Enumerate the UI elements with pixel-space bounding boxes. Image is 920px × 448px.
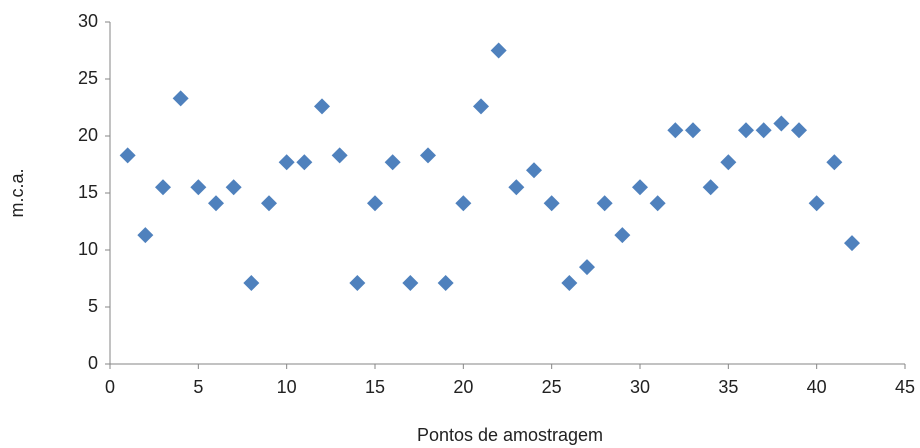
point	[473, 98, 489, 115]
point	[331, 147, 348, 164]
point	[543, 195, 560, 212]
point	[791, 122, 807, 139]
point	[508, 179, 525, 196]
y-axis-title: m.c.a.	[7, 168, 27, 217]
y-tick-label: 15	[78, 182, 98, 202]
point	[561, 275, 578, 292]
point	[172, 90, 189, 107]
point	[808, 195, 825, 212]
point	[437, 275, 454, 292]
point	[685, 122, 701, 139]
point	[349, 275, 366, 292]
point	[755, 122, 772, 139]
point	[225, 179, 242, 196]
point	[261, 195, 277, 212]
y-tick-label: 5	[88, 296, 98, 316]
x-tick-label: 5	[193, 377, 203, 397]
x-tick-label: 45	[895, 377, 915, 397]
x-axis-title: Pontos de amostragem	[417, 425, 603, 445]
point	[526, 162, 542, 179]
point	[702, 179, 719, 196]
point	[596, 195, 613, 212]
point	[579, 259, 595, 276]
x-tick-label: 40	[807, 377, 827, 397]
point	[649, 195, 666, 212]
point	[137, 227, 154, 244]
point	[614, 227, 631, 244]
x-tick-label: 30	[630, 377, 650, 397]
point	[773, 115, 790, 132]
point	[844, 235, 860, 252]
point	[314, 98, 330, 115]
point	[367, 195, 383, 212]
point	[243, 275, 260, 292]
point	[490, 42, 507, 59]
point	[420, 147, 436, 164]
point	[190, 179, 207, 196]
y-tick-label: 25	[78, 68, 98, 88]
point	[402, 275, 419, 292]
point	[826, 154, 843, 171]
point	[738, 122, 754, 139]
point	[384, 154, 401, 171]
y-tick-label: 10	[78, 239, 98, 259]
x-tick-label: 15	[365, 377, 385, 397]
x-tick-label: 10	[277, 377, 297, 397]
x-tick-label: 25	[542, 377, 562, 397]
x-tick-label: 0	[105, 377, 115, 397]
point	[455, 195, 472, 212]
point	[667, 122, 684, 139]
y-tick-label: 20	[78, 125, 98, 145]
point	[155, 179, 171, 196]
y-tick-label: 0	[88, 353, 98, 373]
point	[278, 154, 295, 171]
point	[208, 195, 224, 212]
x-tick-label: 20	[453, 377, 473, 397]
point	[296, 154, 313, 171]
x-tick-label: 35	[718, 377, 738, 397]
point	[632, 179, 648, 196]
point	[720, 154, 737, 171]
y-tick-label: 30	[78, 11, 98, 31]
point	[119, 147, 136, 164]
